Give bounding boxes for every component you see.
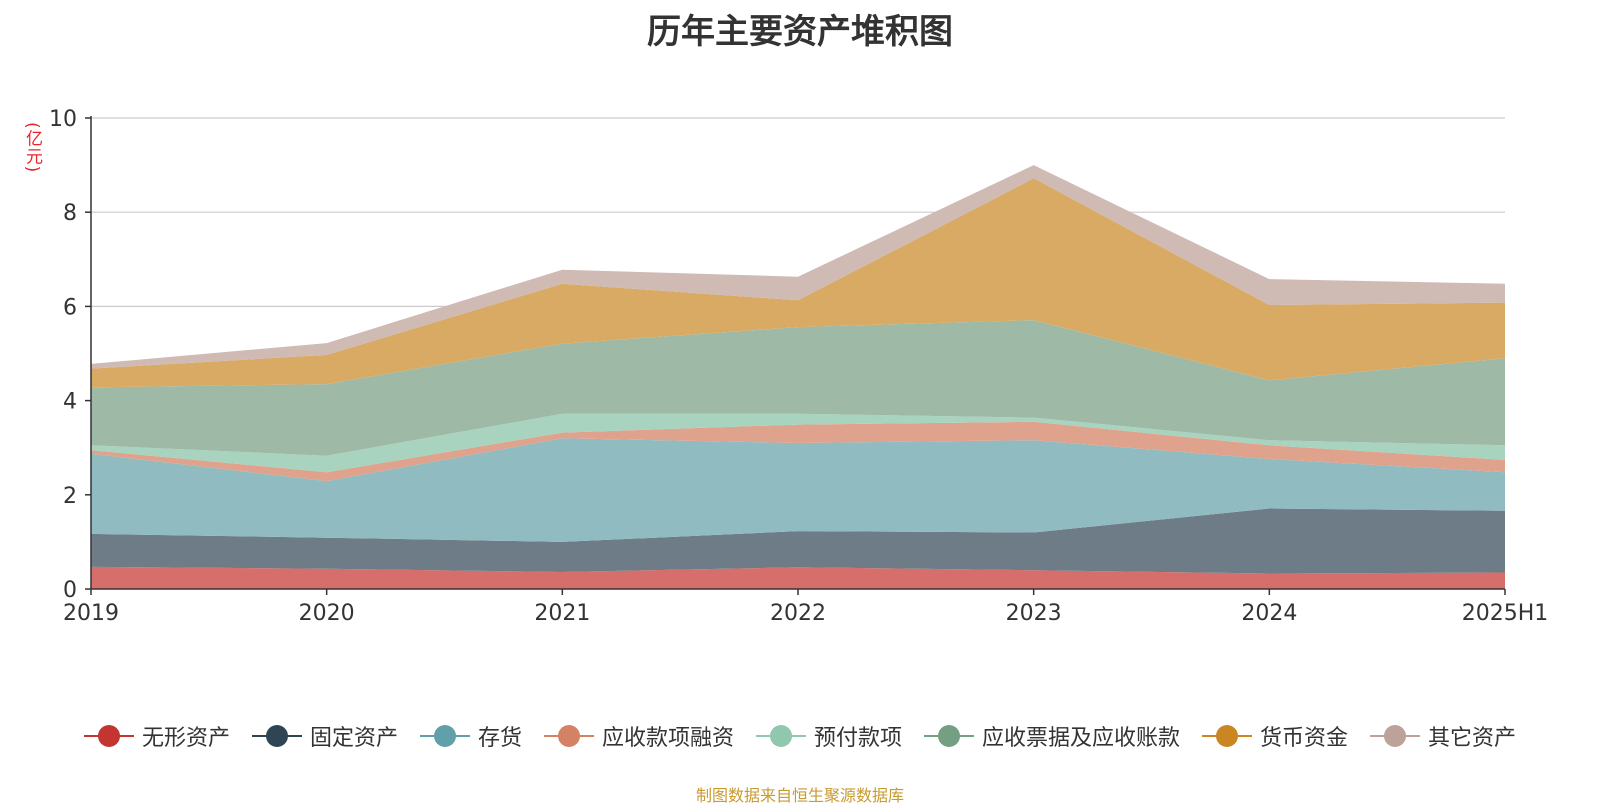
legend-dot [265,725,288,747]
legend-item-8[interactable]: 其它资产 [1370,720,1516,752]
area-series-7[interactable] [91,178,1505,388]
legend-label: 其它资产 [1428,726,1517,751]
legend-dot [1216,725,1239,747]
legend-label: 存货 [477,726,522,751]
legend-label: 无形资产 [141,726,230,751]
y-tick-label: 0 [63,578,77,603]
axes: 0 2 4 6 8 10 2019 2020 2021 2022 2023 2024 2025H1 [49,107,1548,626]
x-tick-label: 2024 [1241,601,1297,626]
x-tick-label: 2025H1 [1462,601,1549,626]
legend-label: 应收款项融资 [601,726,734,751]
area-series [91,165,1505,589]
legend-marker [1370,725,1421,747]
legend-label: 预付款项 [814,726,903,751]
y-tick-label: 2 [63,484,77,509]
y-tick-label: 8 [63,201,77,226]
legend-label: 应收票据及应收账款 [982,726,1181,751]
legend-item-5[interactable]: 预付款项 [756,720,902,752]
legend-marker [924,725,975,747]
x-tick-label: 2022 [770,601,826,626]
legend-dot [770,725,792,747]
source-note: 制图数据来自恒生聚源数据库 [695,786,904,805]
chart-title: 历年主要资产堆积图 [647,12,953,52]
area-series-3[interactable] [91,438,1505,542]
area-series-2[interactable] [91,508,1505,574]
legend-item-3[interactable]: 存货 [419,720,522,752]
legend-dot [557,725,580,747]
legend-item-6[interactable]: 应收票据及应收账款 [924,720,1180,752]
legend-dot [433,725,456,747]
legend-marker [756,725,806,747]
y-tick-label: 10 [49,107,77,132]
area-series-6[interactable] [91,320,1505,456]
legend-dot [938,725,961,747]
legend-dot [1384,725,1407,747]
legend-marker [419,725,470,747]
legend-label: 固定资产 [309,726,398,751]
y-tick-label: 6 [63,295,77,320]
legend-item-7[interactable]: 货币资金 [1202,720,1348,752]
stacked-area-chart: 0 2 4 6 8 10 2019 2020 2021 2022 2023 2024 2025H1 [49,107,1548,626]
y-tick-label: 4 [63,390,77,415]
legend: 无形资产 固定资产 存货 应收款项融资 预付款项 应收票据及应收账款 货币资金 其它资产 [0,718,1600,754]
legend-item-4[interactable]: 应收款项融资 [543,720,734,752]
legend-marker [83,725,134,747]
legend-marker [543,725,594,747]
legend-label: 货币资金 [1260,726,1349,751]
x-tick-label: 2023 [1006,601,1062,626]
y-axis-unit-label: (亿元) [22,122,42,174]
legend-marker [251,725,302,747]
legend-item-2[interactable]: 固定资产 [251,720,398,752]
x-tick-label: 2021 [534,601,590,626]
x-tick-label: 2020 [299,601,355,626]
legend-item-1[interactable]: 无形资产 [83,720,230,752]
x-tick-label: 2019 [63,601,119,626]
area-series-1[interactable] [91,566,1505,589]
legend-marker [1202,725,1253,747]
legend-dot [97,725,120,747]
area-series-8[interactable] [91,165,1505,369]
area-series-4[interactable] [91,421,1505,482]
